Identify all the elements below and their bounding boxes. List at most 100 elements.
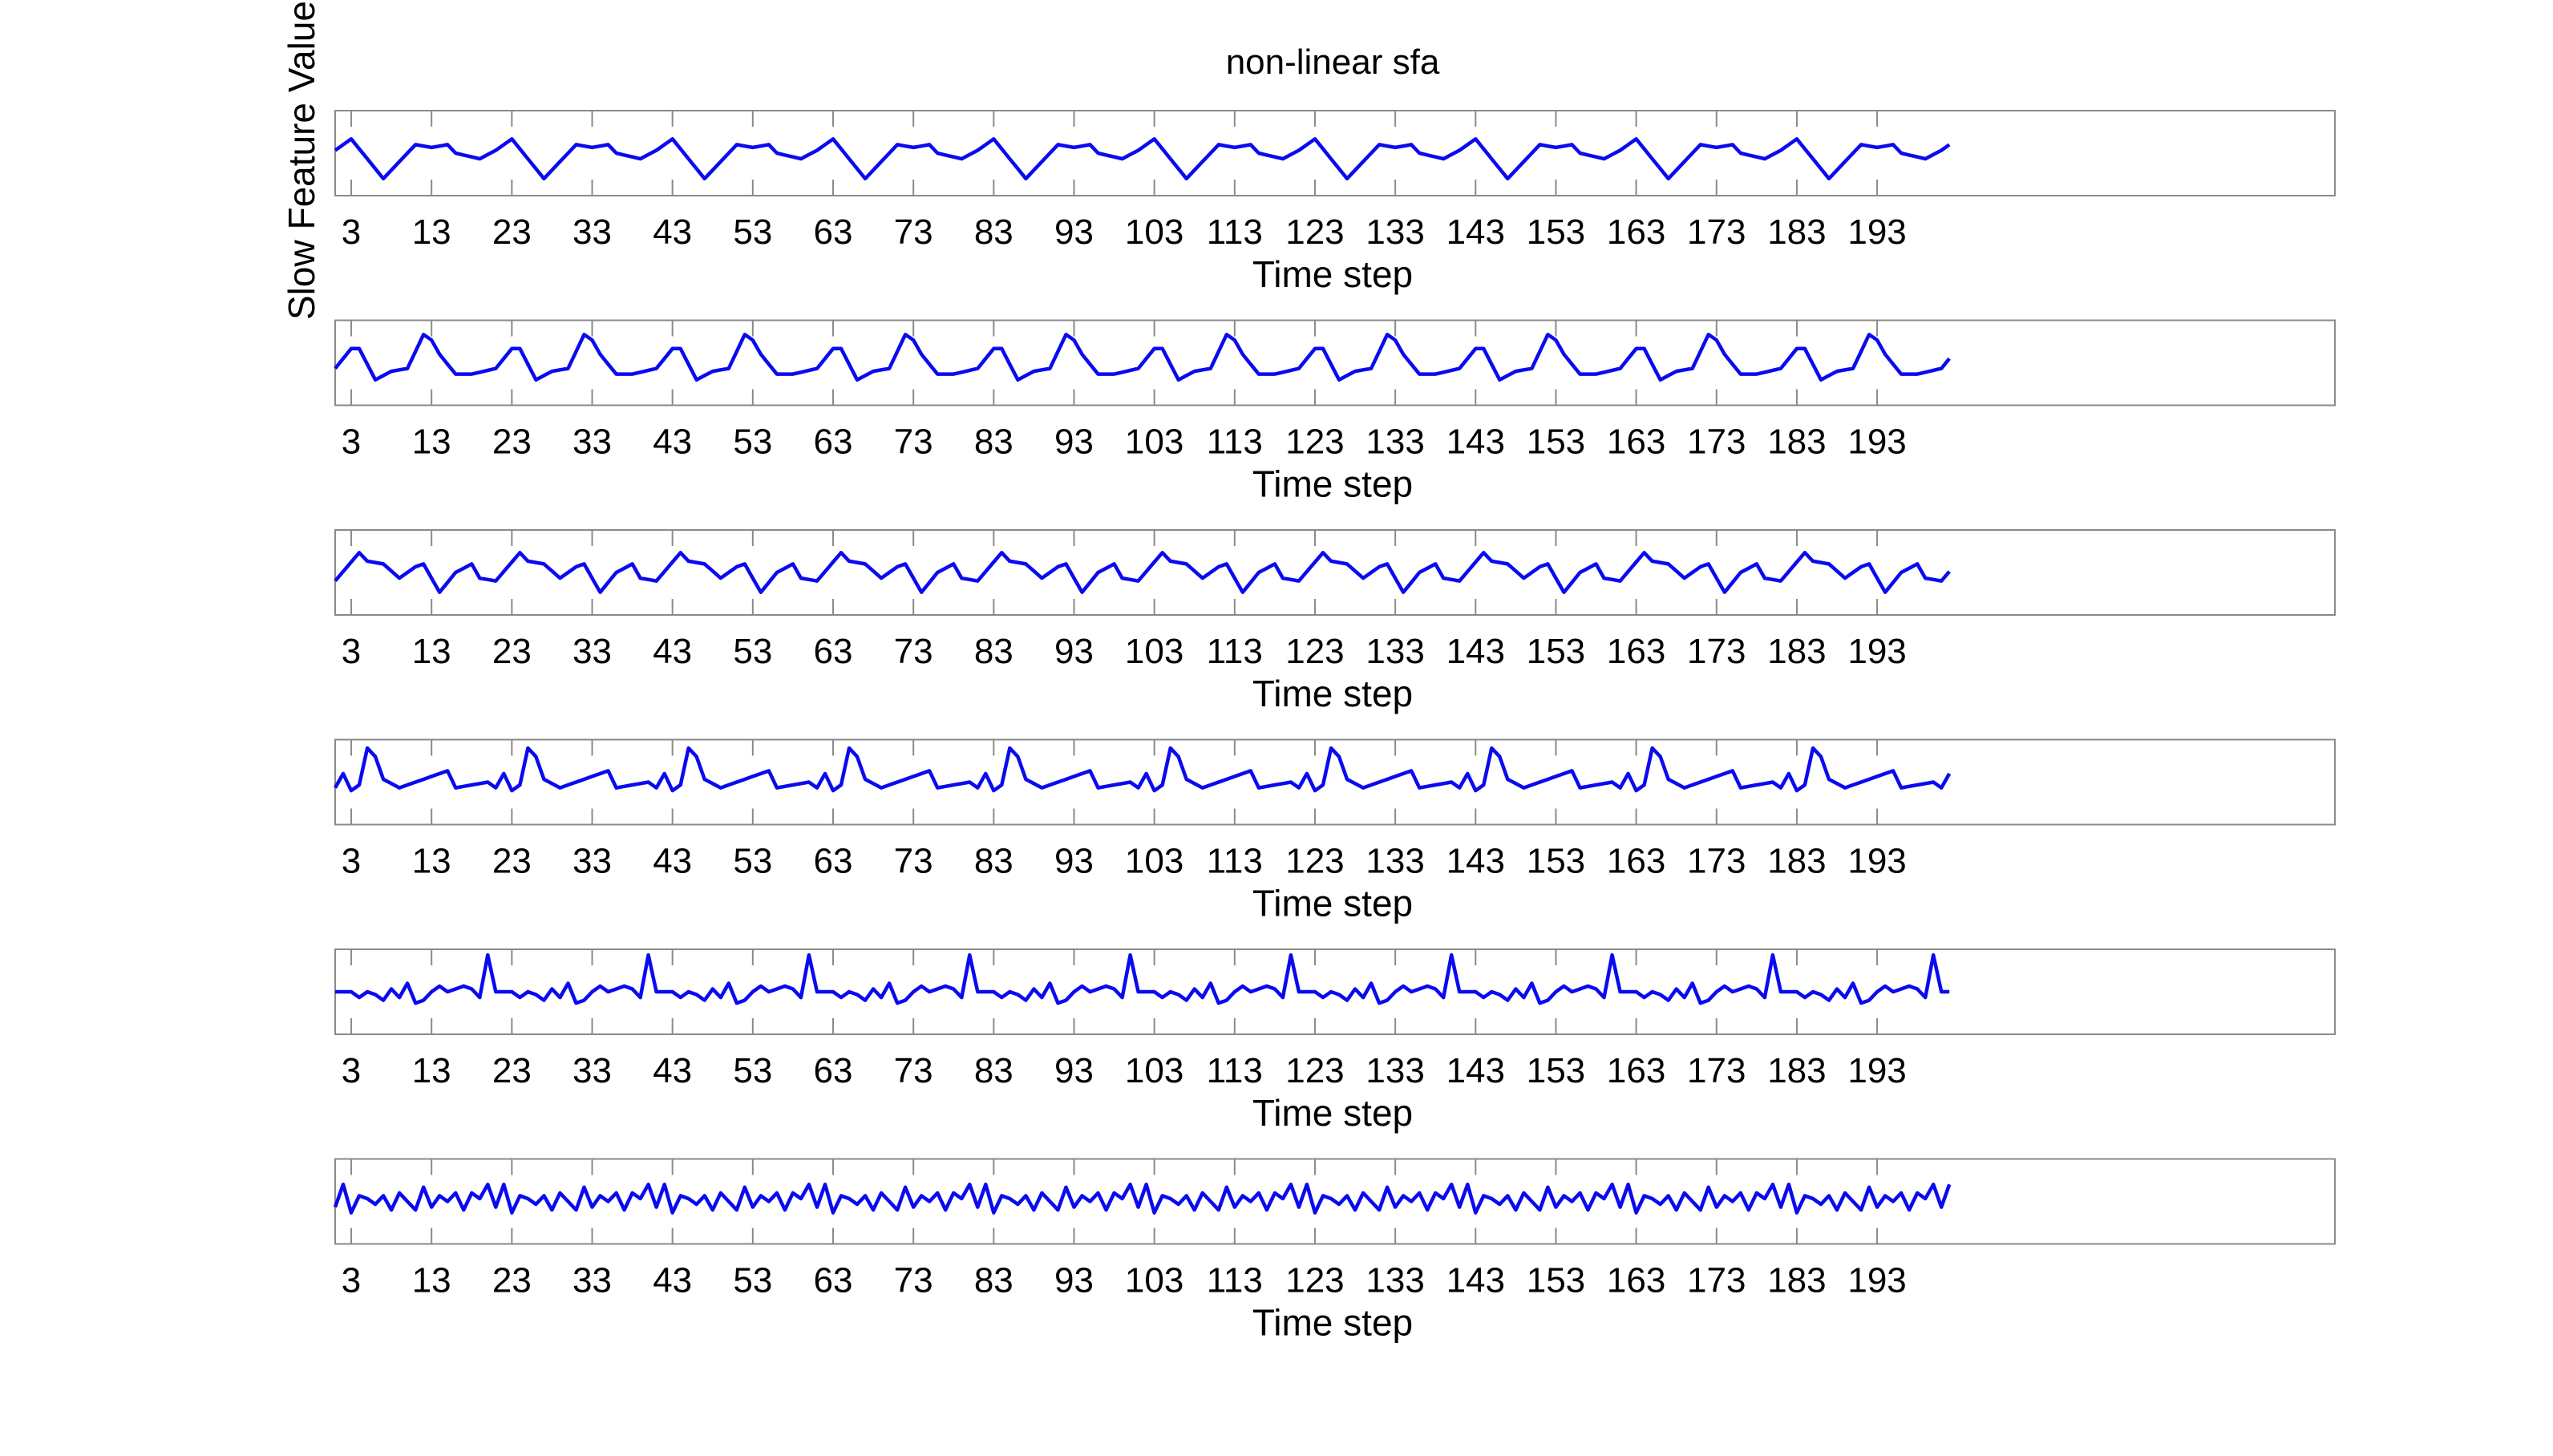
x-tick-label: 113: [1207, 632, 1263, 671]
x-tick-label: 3: [342, 842, 361, 881]
x-tick-label: 173: [1687, 212, 1746, 252]
x-tick-label: 53: [733, 1261, 772, 1300]
x-tick-label: 163: [1607, 632, 1665, 671]
subplot-stack: 3 13 23 33 43 53 63 73 83 93 103 113 123 133 143 153 163…: [333, 110, 2336, 1344]
x-tick-label: 103: [1125, 632, 1183, 671]
x-tick-label: 33: [573, 1051, 612, 1090]
x-tick-label: 43: [653, 1261, 692, 1300]
x-tick-label: 153: [1527, 1051, 1585, 1090]
x-tick-label: 83: [974, 632, 1014, 671]
subplot-4: 3 13 23 33 43 53 63 73 83 93 103 113 123 133 143 153 163…: [334, 738, 2336, 924]
x-tick-label: 193: [1847, 212, 1906, 252]
slow-feature-series-2: [334, 332, 1951, 382]
x-tick-label: 113: [1207, 423, 1263, 462]
x-tick-label: 173: [1687, 1261, 1746, 1300]
x-tick-label: 13: [412, 212, 451, 252]
subplot-3: 3 13 23 33 43 53 63 73 83 93 103 113 123 133 143 153 163…: [334, 529, 2336, 714]
x-tick-label: 163: [1607, 212, 1665, 252]
x-tick-label: 53: [733, 212, 772, 252]
x-tick-label: 3: [342, 1261, 361, 1300]
x-tick-label: 53: [733, 423, 772, 462]
x-tick-label: 83: [974, 1051, 1014, 1090]
x-tick-label: 133: [1366, 423, 1424, 462]
x-tick-label: 183: [1767, 212, 1826, 252]
x-tick-label: 133: [1366, 842, 1424, 881]
x-tick-label: 103: [1125, 423, 1183, 462]
x-tick-label: 133: [1366, 1051, 1424, 1090]
x-tick-label: 123: [1285, 1261, 1344, 1300]
y-axis-label: Slow Feature Value: [281, 1, 322, 320]
x-tick-label: 73: [894, 842, 933, 881]
x-tick-label: 73: [894, 423, 933, 462]
axes-frame: [334, 319, 2336, 406]
x-tick-label: 193: [1847, 1051, 1906, 1090]
x-tick-label: 63: [814, 842, 853, 881]
x-tick-label: 133: [1366, 632, 1424, 671]
x-tick-label: 93: [1054, 1261, 1094, 1300]
x-tick-label: 43: [653, 1051, 692, 1090]
x-tick-label: 73: [894, 1261, 933, 1300]
x-tick-label: 33: [573, 632, 612, 671]
slow-feature-series-6: [333, 1183, 1952, 1215]
x-tick-label: 143: [1446, 423, 1505, 462]
x-tick-label: 163: [1607, 1051, 1665, 1090]
x-tick-label: 23: [492, 423, 532, 462]
x-tick-label: 143: [1446, 1261, 1505, 1300]
x-tick-label: 53: [733, 632, 772, 671]
x-tick-label: 13: [412, 632, 451, 671]
slow-feature-series-1: [334, 137, 1951, 181]
x-tick-label: 43: [653, 842, 692, 881]
x-tick-label: 163: [1607, 842, 1665, 881]
x-tick-label: 123: [1285, 632, 1344, 671]
x-tick-label: 143: [1446, 1051, 1505, 1090]
x-tick-label: 113: [1207, 1051, 1263, 1090]
x-tick-label: 23: [492, 842, 532, 881]
x-tick-label: 193: [1847, 423, 1906, 462]
x-tick-label: 173: [1687, 423, 1746, 462]
subplot-2: 3 13 23 33 43 53 63 73 83 93 103 113 123 133 143 153 163…: [334, 319, 2336, 505]
x-tick-label: 103: [1125, 842, 1183, 881]
x-tick-label: 63: [814, 632, 853, 671]
x-tick-label: 103: [1125, 212, 1183, 252]
x-axis-label: Time step: [1252, 673, 1413, 714]
x-tick-label: 183: [1767, 1261, 1826, 1300]
chart-title: non-linear sfa: [1226, 42, 1440, 82]
x-tick-label: 133: [1366, 1261, 1424, 1300]
x-tick-label: 43: [653, 632, 692, 671]
x-tick-label: 153: [1527, 423, 1585, 462]
x-tick-label: 93: [1054, 632, 1094, 671]
x-tick-label: 93: [1054, 842, 1094, 881]
x-tick-label: 173: [1687, 1051, 1746, 1090]
subplot-1: 3 13 23 33 43 53 63 73 83 93 103 113 123 133 143 153 163…: [334, 110, 2336, 295]
x-tick-label: 83: [974, 423, 1014, 462]
x-tick-label: 143: [1446, 842, 1505, 881]
slow-feature-series-3: [334, 551, 1951, 594]
x-tick-label: 153: [1527, 632, 1585, 671]
x-tick-label: 83: [974, 842, 1014, 881]
x-tick-label: 123: [1285, 842, 1344, 881]
x-tick-label: 3: [342, 632, 361, 671]
x-tick-label: 23: [492, 1261, 532, 1300]
x-tick-label: 83: [974, 212, 1014, 252]
x-tick-label: 3: [342, 1051, 361, 1090]
x-tick-label: 93: [1054, 1051, 1094, 1090]
x-tick-label: 83: [974, 1261, 1014, 1300]
x-tick-label: 123: [1285, 423, 1344, 462]
x-tick-label: 143: [1446, 632, 1505, 671]
x-tick-label: 13: [412, 423, 451, 462]
x-tick-label: 103: [1125, 1051, 1183, 1090]
x-tick-label: 63: [814, 1051, 853, 1090]
axes-frame: [334, 738, 2336, 826]
axes-frame: [334, 110, 2336, 196]
x-tick-label: 13: [412, 1051, 451, 1090]
x-tick-label: 183: [1767, 632, 1826, 671]
x-tick-label: 183: [1767, 842, 1826, 881]
x-tick-label: 73: [894, 632, 933, 671]
x-axis-label: Time step: [1252, 463, 1413, 505]
slow-feature-series-4: [334, 746, 1952, 793]
x-tick-label: 53: [733, 1051, 772, 1090]
slow-feature-series-5: [335, 952, 1950, 1005]
x-tick-label: 183: [1767, 423, 1826, 462]
x-tick-label: 53: [733, 842, 772, 881]
